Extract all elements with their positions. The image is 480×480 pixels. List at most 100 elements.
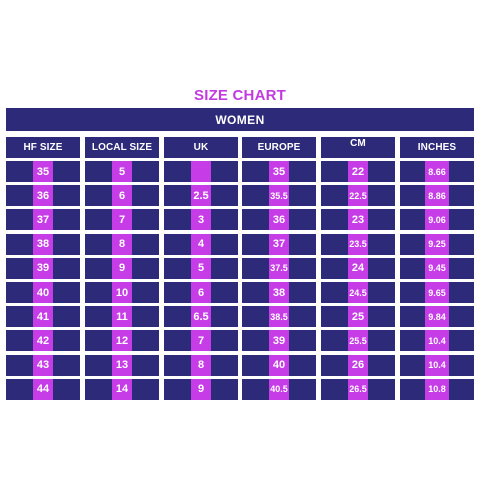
cell-value: 10.4 <box>425 354 449 376</box>
cell-local-size: 5 <box>85 161 159 182</box>
cell-cm: 24.5 <box>321 282 395 303</box>
cell-hf-size: 44 <box>6 378 80 400</box>
cell-europe: 40 <box>242 354 316 376</box>
cell-uk: 6 <box>164 282 238 303</box>
header-hf-size: HF SIZE <box>6 137 80 158</box>
cell-value: 11 <box>112 306 132 328</box>
cell-value: 5 <box>112 161 132 182</box>
cell-cm: 26.5 <box>321 378 395 400</box>
cell-value: 9 <box>112 257 132 279</box>
cell-local-size: 10 <box>85 282 159 303</box>
cell-value: 9.65 <box>425 282 449 303</box>
cell-value: 26.5 <box>348 378 368 400</box>
header-local-size: LOCAL SIZE <box>85 137 159 158</box>
cell-value: 9.45 <box>425 257 449 279</box>
cell-local-size: 8 <box>85 233 159 255</box>
cell-value: 6 <box>191 282 211 303</box>
cell-value: 3 <box>191 209 211 231</box>
cell-local-size: 14 <box>85 378 159 400</box>
header-europe: EUROPE <box>242 137 316 158</box>
cell-hf-size: 38 <box>6 233 80 255</box>
cell-value: 14 <box>112 378 132 400</box>
cell-value <box>191 161 211 182</box>
cell-hf-size: 35 <box>6 161 80 182</box>
header-cm: CM <box>321 137 395 158</box>
cell-value: 10 <box>112 282 132 303</box>
cell-value: 44 <box>33 378 53 400</box>
cell-value: 9.06 <box>425 209 449 231</box>
cell-value: 7 <box>112 209 132 231</box>
cell-value: 24.5 <box>348 282 368 303</box>
cell-hf-size: 39 <box>6 257 80 279</box>
cell-value: 41 <box>33 306 53 328</box>
cell-hf-size: 40 <box>6 282 80 303</box>
cell-uk: 4 <box>164 233 238 255</box>
cell-inches: 9.65 <box>400 282 474 303</box>
cell-europe: 36 <box>242 209 316 231</box>
cell-europe: 37.5 <box>242 257 316 279</box>
cell-local-size: 7 <box>85 209 159 231</box>
cell-hf-size: 37 <box>6 209 80 231</box>
cell-value: 8 <box>191 354 211 376</box>
cell-europe: 39 <box>242 330 316 352</box>
cell-value: 25 <box>348 306 368 328</box>
cell-value: 22 <box>348 161 368 182</box>
cell-value: 9 <box>191 378 211 400</box>
cell-local-size: 9 <box>85 257 159 279</box>
cell-europe: 38 <box>242 282 316 303</box>
cell-inches: 10.4 <box>400 330 474 352</box>
cell-value: 10.4 <box>425 330 449 352</box>
cell-value: 35 <box>269 161 289 182</box>
cell-uk: 7 <box>164 330 238 352</box>
cell-value: 8.66 <box>425 161 449 182</box>
cell-value: 9.25 <box>425 233 449 255</box>
cell-uk <box>164 161 238 182</box>
cell-europe: 35 <box>242 161 316 182</box>
cell-value: 40.5 <box>269 378 289 400</box>
cell-value: 9.84 <box>425 306 449 328</box>
cell-europe: 35.5 <box>242 185 316 207</box>
cell-value: 35.5 <box>269 185 289 207</box>
cell-uk: 9 <box>164 378 238 400</box>
header-uk: UK <box>164 137 238 158</box>
cell-cm: 22.5 <box>321 185 395 207</box>
cell-value: 25.5 <box>348 330 368 352</box>
cell-cm: 23.5 <box>321 233 395 255</box>
cell-value: 12 <box>112 330 132 352</box>
cell-cm: 26 <box>321 354 395 376</box>
cell-cm: 23 <box>321 209 395 231</box>
cell-value: 22.5 <box>348 185 368 207</box>
cell-inches: 8.86 <box>400 185 474 207</box>
cell-cm: 24 <box>321 257 395 279</box>
cell-inches: 9.25 <box>400 233 474 255</box>
cell-local-size: 13 <box>85 354 159 376</box>
cell-value: 39 <box>33 257 53 279</box>
cell-uk: 3 <box>164 209 238 231</box>
cell-value: 8 <box>112 233 132 255</box>
cell-inches: 9.84 <box>400 306 474 328</box>
cell-value: 35 <box>33 161 53 182</box>
cell-value: 38.5 <box>269 306 289 328</box>
cell-hf-size: 41 <box>6 306 80 328</box>
cell-local-size: 11 <box>85 306 159 328</box>
cell-value: 8.86 <box>425 185 449 207</box>
cell-hf-size: 36 <box>6 185 80 207</box>
cell-inches: 10.4 <box>400 354 474 376</box>
cell-value: 37 <box>33 209 53 231</box>
cell-inches: 10.8 <box>400 378 474 400</box>
cell-value: 42 <box>33 330 53 352</box>
cell-value: 37 <box>269 233 289 255</box>
cell-value: 38 <box>33 233 53 255</box>
cell-value: 26 <box>348 354 368 376</box>
cell-cm: 25.5 <box>321 330 395 352</box>
cell-value: 2.5 <box>191 185 211 207</box>
header-inches: INCHES <box>400 137 474 158</box>
cell-value: 4 <box>191 233 211 255</box>
cell-hf-size: 42 <box>6 330 80 352</box>
cell-value: 43 <box>33 354 53 376</box>
cell-value: 40 <box>33 282 53 303</box>
cell-cm: 25 <box>321 306 395 328</box>
cell-europe: 40.5 <box>242 378 316 400</box>
cell-local-size: 12 <box>85 330 159 352</box>
cell-value: 40 <box>269 354 289 376</box>
